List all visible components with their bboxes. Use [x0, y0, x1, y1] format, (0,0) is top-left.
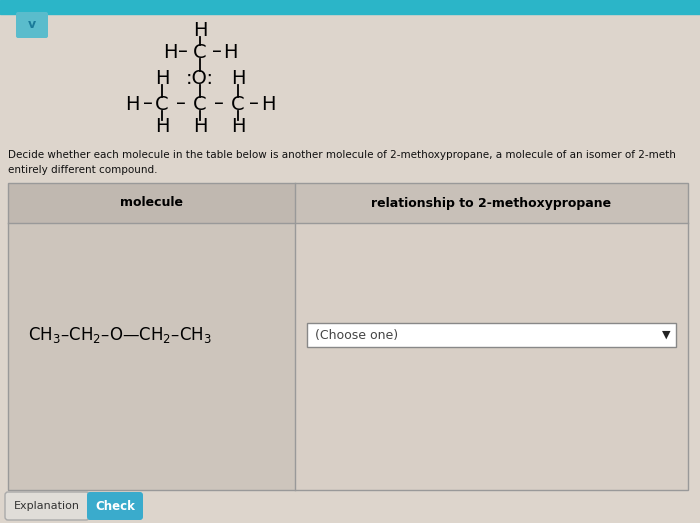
- Bar: [0, 0, 700, 14]
- Text: C: C: [193, 42, 206, 62]
- Text: CH$_3$–CH$_2$–O—CH$_2$–CH$_3$: CH$_3$–CH$_2$–O—CH$_2$–CH$_3$: [28, 325, 212, 345]
- Bar: [307, 323, 676, 347]
- Bar: [295, 183, 688, 223]
- Text: H: H: [260, 95, 275, 113]
- Bar: [8, 183, 688, 490]
- Bar: [8, 223, 295, 490]
- Text: –: –: [212, 42, 222, 62]
- Text: C: C: [155, 95, 169, 113]
- Text: –: –: [143, 95, 153, 113]
- Text: H: H: [193, 117, 207, 135]
- Text: Decide whether each molecule in the table below is another molecule of 2-methoxy: Decide whether each molecule in the tabl…: [8, 150, 676, 160]
- Text: :O:: :O:: [186, 69, 214, 87]
- Text: H: H: [162, 42, 177, 62]
- Text: relationship to 2-methoxypropane: relationship to 2-methoxypropane: [372, 197, 612, 210]
- Text: C: C: [231, 95, 245, 113]
- Text: v: v: [28, 18, 36, 31]
- Bar: [8, 183, 295, 223]
- Text: (Choose one): (Choose one): [315, 328, 398, 342]
- Text: entirely different compound.: entirely different compound.: [8, 165, 157, 175]
- Text: H: H: [231, 69, 245, 87]
- Text: H: H: [155, 69, 169, 87]
- Text: H: H: [223, 42, 237, 62]
- Text: –: –: [178, 42, 188, 62]
- Text: Explanation: Explanation: [14, 501, 80, 511]
- Text: –: –: [249, 95, 259, 113]
- Text: ▼: ▼: [662, 330, 671, 340]
- Text: –: –: [176, 95, 186, 113]
- Text: C: C: [193, 95, 206, 113]
- Text: H: H: [155, 117, 169, 135]
- Text: Check: Check: [95, 499, 135, 513]
- Text: H: H: [231, 117, 245, 135]
- FancyBboxPatch shape: [16, 12, 48, 38]
- FancyBboxPatch shape: [87, 492, 143, 520]
- Bar: [295, 223, 688, 490]
- Text: –: –: [214, 95, 224, 113]
- Text: H: H: [125, 95, 139, 113]
- FancyBboxPatch shape: [5, 492, 89, 520]
- Text: molecule: molecule: [120, 197, 183, 210]
- Text: H: H: [193, 20, 207, 40]
